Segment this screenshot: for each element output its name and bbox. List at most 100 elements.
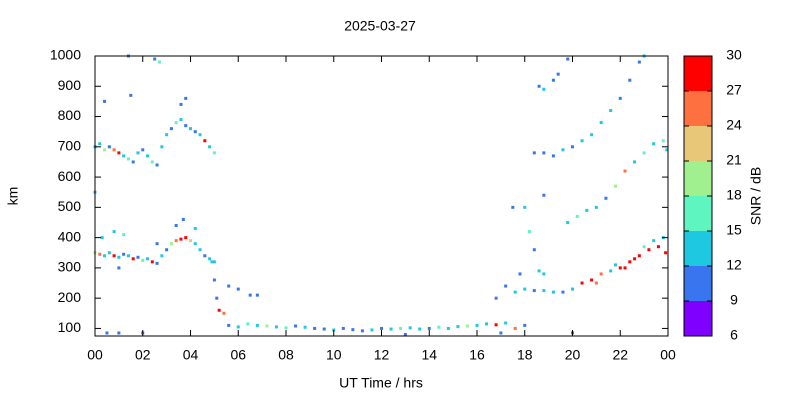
x-tick-label: 10 [326,347,342,363]
data-point [189,127,192,131]
data-point [165,248,169,252]
x-tick-label: 00 [87,347,103,363]
data-point [248,293,252,297]
data-point [203,254,207,258]
data-point [184,236,188,240]
colorbar-tick-label: 21 [726,152,742,168]
data-point [518,272,522,276]
data-point [153,57,157,61]
y-tick-label: 200 [58,289,82,305]
data-point [537,269,541,273]
data-point [203,139,207,143]
data-point [665,148,669,152]
data-point [146,257,150,261]
data-point [181,217,185,221]
data-point [174,224,178,228]
data-point [642,151,646,155]
data-point [523,287,527,291]
data-point [210,260,214,264]
colorbar-segment [684,301,712,336]
data-point [504,321,508,325]
data-point [217,308,221,312]
data-point [604,196,608,200]
y-tick-label: 900 [58,77,82,93]
plot-frame [94,55,669,337]
data-point [446,326,450,330]
data-point [141,258,145,262]
data-point [408,326,412,330]
data-point [155,163,159,167]
data-point [150,160,154,164]
data-point [485,322,489,326]
colorbar-tick-label: 12 [726,257,742,273]
data-point [580,281,584,285]
x-tick-label: 02 [135,347,151,363]
data-point [208,257,212,261]
data-point [136,255,140,259]
data-point [103,148,107,152]
data-point [652,142,656,146]
data-point [313,326,317,330]
data-point [265,324,269,328]
data-point [212,260,216,264]
data-point [590,278,594,282]
colorbar-tick-label: 18 [726,187,742,203]
x-tick-label: 22 [612,347,628,363]
data-point [179,118,183,122]
data-point [542,272,546,276]
chart-title: 2025-03-27 [344,18,416,34]
colorbar-tick-label: 15 [726,222,742,238]
data-point [303,325,307,329]
data-point [150,260,154,264]
data-point [571,145,574,149]
data-point [494,323,498,327]
data-point [103,254,107,258]
data-point [160,254,164,258]
data-point [609,108,613,112]
data-point [189,239,192,243]
data-point [532,248,536,252]
data-point [107,251,111,255]
data-point [633,257,637,261]
data-point [184,124,188,128]
data-point [193,227,197,231]
data-point [594,205,598,209]
data-point [105,331,109,335]
x-tick-label: 16 [469,347,485,363]
y-tick-label: 600 [58,168,82,184]
data-point [160,145,164,149]
data-point [122,154,126,158]
colorbar-tick-label: 24 [726,117,742,133]
data-point [575,214,579,218]
data-point [117,151,121,155]
data-point [380,326,383,330]
y-tick-label: 100 [58,319,82,335]
data-point [628,78,632,82]
data-point [542,151,546,155]
data-point [215,296,219,300]
data-point [117,331,121,335]
data-point [155,261,159,265]
x-tick-label: 08 [278,347,294,363]
colorbar-tick-label: 9 [730,292,738,308]
data-point [236,287,240,291]
data-point [184,96,188,100]
data-point [129,93,133,97]
data-point [222,311,226,315]
colorbar-segment [684,56,712,91]
data-point [647,248,651,252]
data-point [613,263,617,267]
data-point [126,157,130,161]
data-point [165,133,169,137]
x-tick-label: 14 [421,347,437,363]
data-point [528,230,532,234]
data-point [179,102,183,106]
colorbar-tick-label: 30 [726,47,742,63]
y-tick-label: 400 [58,228,82,244]
data-point [157,60,161,64]
data-point [174,239,178,243]
data-point [100,236,104,240]
data-point [136,151,140,155]
data-point [246,322,250,326]
